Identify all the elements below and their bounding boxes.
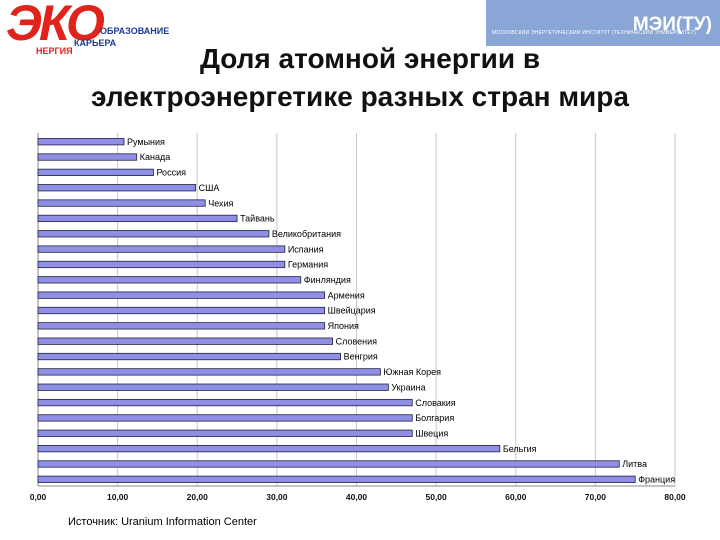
eko-logo-line-education: ОБРАЗОВАНИЕ — [100, 26, 170, 36]
bar-20 — [37, 445, 501, 453]
bar-label-11: Швейцария — [328, 306, 376, 316]
bar-11 — [37, 306, 326, 315]
bar-0 — [37, 138, 125, 146]
bar-8 — [37, 260, 286, 269]
bar-21 — [37, 460, 620, 468]
bar-10 — [37, 291, 326, 299]
bar-label-21: Литва — [622, 459, 647, 469]
bar-15 — [37, 368, 381, 376]
bar-label-22: Франция — [638, 475, 675, 485]
bar-label-10: Армения — [328, 290, 365, 300]
bar-16 — [37, 383, 389, 391]
bar-18 — [37, 414, 413, 422]
bar-7 — [37, 245, 286, 253]
eko-logo-line-energy: НЕРГИЯ — [36, 46, 73, 56]
bar-4 — [37, 199, 206, 207]
mei-logo-name: МЭИ(ТУ) — [632, 14, 712, 35]
mei-logo: МЭИ(ТУ) МОСКОВСКИЙ ЭНЕРГЕТИЧЕСКИЙ ИНСТИТ… — [486, 0, 720, 46]
bar-label-6: Великобритания — [272, 229, 341, 239]
source-note: Источник: Uranium Information Center — [68, 516, 257, 528]
mei-logo-subtitle: МОСКОВСКИЙ ЭНЕРГЕТИЧЕСКИЙ ИНСТИТУТ (ТЕХН… — [492, 30, 696, 36]
eko-logo-line-career: КАРЬЕРА — [74, 38, 117, 48]
bar-label-19: Швеция — [415, 428, 448, 438]
bar-label-0: Румыния — [127, 137, 165, 147]
bar-1 — [37, 153, 138, 161]
bar-13 — [37, 337, 334, 345]
bar-label-7: Испания — [288, 244, 324, 254]
bar-label-1: Канада — [140, 152, 170, 162]
bar-6 — [37, 230, 270, 238]
eko-logo-mark: ЭКО — [6, 0, 105, 51]
bar-12 — [37, 322, 326, 330]
x-tick-label-5: 50,00 — [425, 492, 447, 502]
x-tick-label-1: 10,00 — [107, 492, 129, 502]
bar-label-8: Германия — [288, 260, 328, 270]
bar-label-12: Япония — [328, 321, 359, 331]
bar-label-15: Южная Корея — [383, 367, 441, 377]
bar-label-20: Бельгия — [503, 444, 537, 454]
x-tick-label-6: 60,00 — [505, 492, 527, 502]
slide-title: Доля атомной энергии в электроэнергетике… — [0, 40, 720, 116]
bar-22 — [37, 475, 636, 483]
bar-19 — [37, 429, 413, 437]
bar-label-4: Чехия — [208, 198, 233, 208]
bar-3 — [37, 184, 197, 192]
bar-label-9: Финляндия — [304, 275, 351, 285]
x-tick-label-4: 40,00 — [346, 492, 368, 502]
bar-label-14: Венгрия — [344, 352, 378, 362]
bar-label-16: Украина — [391, 382, 425, 392]
bar-9 — [37, 276, 302, 284]
x-tick-label-2: 20,00 — [187, 492, 209, 502]
bar-5 — [37, 214, 238, 223]
x-tick-label-0: 0,00 — [30, 492, 47, 502]
bar-label-5: Тайвань — [240, 214, 275, 224]
bar-label-2: Россия — [156, 168, 186, 178]
eko-logo: ЭКО ОБРАЗОВАНИЕ КАРЬЕРА НЕРГИЯ — [0, 0, 170, 58]
bar-label-13: Словения — [336, 336, 378, 346]
x-tick-label-3: 30,00 — [266, 492, 288, 502]
bar-label-3: США — [199, 183, 220, 193]
slide-title-line-2: электроэнергетике разных стран мира — [91, 81, 629, 112]
bar-2 — [37, 168, 154, 176]
bar-label-18: Болгария — [415, 413, 454, 423]
bar-14 — [37, 352, 341, 361]
bar-label-17: Словакия — [415, 398, 456, 408]
x-tick-label-8: 80,00 — [664, 492, 686, 502]
bar-17 — [37, 398, 413, 407]
x-tick-label-7: 70,00 — [585, 492, 607, 502]
slide-title-line-1: Доля атомной энергии в — [199, 43, 541, 74]
